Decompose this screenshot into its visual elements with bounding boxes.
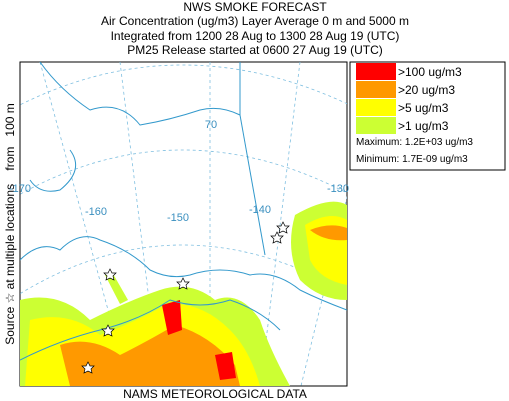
legend-label: >1 ug/m3 (398, 119, 449, 133)
map-label: -130 (327, 183, 349, 195)
footer: NAMS METEOROLOGICAL DATA (123, 387, 307, 401)
legend-minimum: Minimum: 1.7E-09 ug/m3 (356, 154, 468, 165)
legend-label: >5 ug/m3 (398, 101, 449, 115)
legend-maximum: Maximum: 1.2E+03 ug/m3 (356, 137, 473, 148)
legend-swatch (356, 99, 396, 116)
map-label: 70 (205, 119, 217, 131)
map-label: -150 (167, 212, 189, 224)
legend-swatch (356, 81, 396, 98)
map-label: -140 (249, 204, 271, 216)
map-label: -160 (85, 206, 107, 218)
legend-swatch (356, 63, 396, 80)
legend-label: >100 ug/m3 (398, 65, 462, 79)
subtitle: PM25 Release started at 0600 27 Aug 19 (… (127, 43, 382, 57)
subtitle: Air Concentration (ug/m3) Layer Average … (101, 14, 409, 28)
legend-swatch (356, 117, 396, 134)
title: NWS SMOKE FORECAST (183, 0, 327, 14)
legend-label: >20 ug/m3 (398, 83, 455, 97)
map (19, 61, 348, 387)
side-label: Source ☆ at multiple locations from 100 … (3, 103, 17, 345)
subtitle: Integrated from 1200 28 Aug to 1300 28 A… (111, 29, 400, 43)
map-label: -170 (9, 183, 31, 195)
